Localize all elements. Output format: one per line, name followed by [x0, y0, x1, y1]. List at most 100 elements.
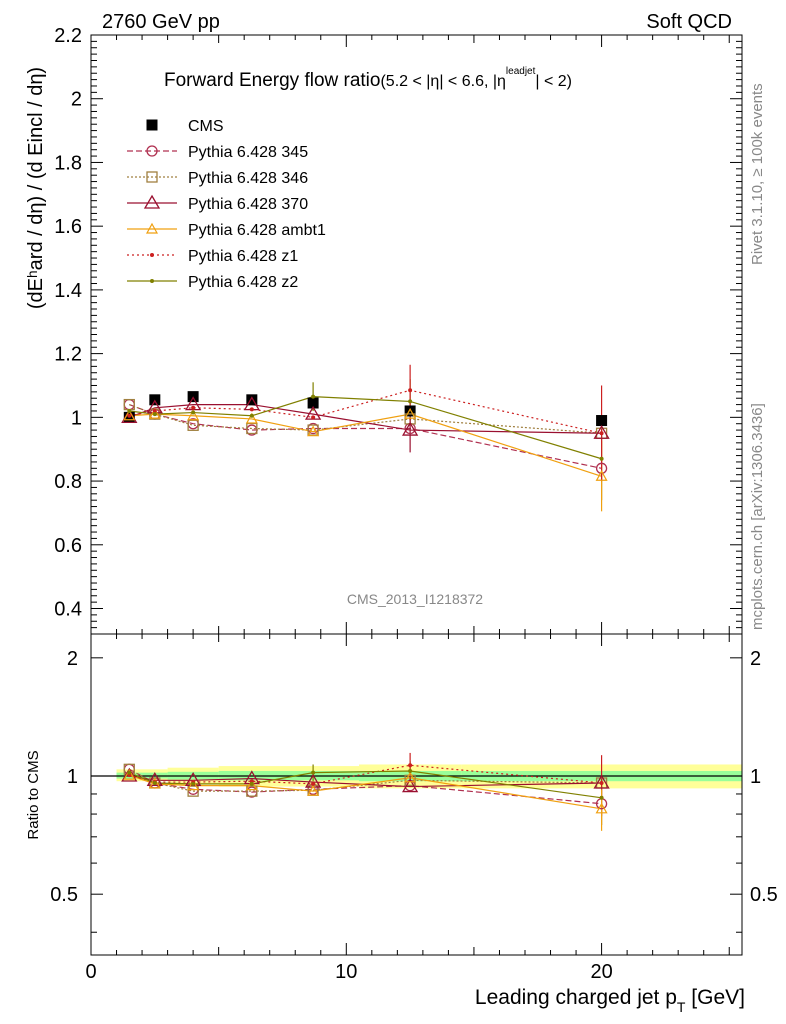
point-ambt1 [245, 412, 258, 424]
main-y-label: (dEʰard / dη) / (d Eincl / dη) [25, 67, 47, 309]
point-ambt1 [307, 425, 320, 437]
point-z2 [249, 413, 254, 418]
ratio-point-ambt1 [307, 784, 320, 796]
series-line-ambt1 [129, 413, 602, 477]
point-z2 [191, 410, 196, 415]
legend-label-z1: Pythia 6.428 z1 [188, 248, 298, 265]
mcplots-label: mcplots.cern.ch [arXiv:1306.3436] [749, 403, 766, 630]
y-tick-label: 1 [71, 407, 82, 429]
x-tick-label: 0 [85, 961, 96, 983]
ratio-point-ambt1 [148, 777, 161, 789]
ratio-point-z2 [152, 780, 157, 785]
y-tick-label: 1.6 [54, 216, 82, 238]
header-left: 2760 GeV pp [102, 11, 220, 33]
legend-label-p370: Pythia 6.428 370 [188, 196, 308, 213]
ratio-point-z2 [408, 768, 413, 773]
ratio-y-tick-label-right: 2 [750, 648, 761, 670]
ratio-point-p370 [593, 774, 610, 789]
point-p370 [593, 424, 610, 439]
ratio-point-ambt1 [245, 779, 258, 791]
ratio-point-p346 [404, 774, 416, 786]
ratio-point-ambt1 [595, 802, 608, 814]
ratio-y-tick-label-right: 1 [750, 766, 761, 788]
ratio-point-p370 [121, 767, 138, 782]
point-cms [404, 405, 416, 417]
y-tick-label: 1.8 [54, 152, 82, 174]
point-ambt1 [595, 470, 608, 481]
series-line-p345 [129, 404, 602, 469]
ratio-point-z2 [249, 781, 254, 786]
point-ambt1 [404, 407, 417, 419]
point-cms [596, 415, 608, 427]
y-tick-label: 0.4 [54, 599, 82, 621]
legend-marker-cms [146, 119, 158, 131]
ratio-y-tick-label: 1 [67, 766, 78, 788]
ratio-panel: 0 10 20 0.5 0.5 1 1 2 2 [50, 633, 778, 983]
legend-marker-p370 [143, 194, 161, 209]
main-panel: 0.4 0.6 0.8 1 1.2 1.4 1.6 1.8 2 2.2 [54, 25, 743, 955]
legend-marker-z1 [150, 253, 154, 257]
ratio-point-z1 [408, 763, 413, 768]
x-axis-label: Leading charged jet pT [GeV] [475, 986, 745, 1015]
chart-title: Forward Energy flow ratio(5.2 < |η| < 6.… [164, 66, 572, 91]
ratio-point-ambt1 [187, 779, 200, 791]
point-ambt1 [123, 409, 136, 421]
point-z1 [408, 388, 413, 393]
ratio-point-z2 [127, 770, 132, 775]
point-z1 [311, 415, 316, 420]
legend-label-cms: CMS [188, 118, 224, 135]
legend-label-z2: Pythia 6.428 z2 [188, 274, 298, 291]
point-z1 [191, 405, 196, 410]
y-tick-label: 2 [71, 89, 82, 111]
legend-label-ambt1: Pythia 6.428 ambt1 [188, 222, 326, 239]
x-tick-label: 20 [590, 961, 612, 983]
legend-marker-p346 [146, 171, 158, 183]
legend-label-p346: Pythia 6.428 346 [188, 170, 308, 187]
ratio-point-ambt1 [123, 768, 136, 780]
y-tick-label: 0.6 [54, 535, 82, 557]
y-tick-label: 1.2 [54, 344, 82, 366]
analysis-watermark: CMS_2013_I1218372 [347, 591, 483, 607]
point-p370 [401, 421, 419, 436]
point-z1 [249, 407, 254, 412]
ratio-point-p370 [146, 772, 163, 786]
ratio-point-z1 [311, 781, 316, 786]
point-z1 [127, 413, 132, 418]
legend-marker-p345 [146, 145, 158, 157]
ratio-point-z1 [599, 780, 604, 785]
legend-marker-ambt1 [145, 222, 159, 234]
point-z2 [152, 412, 157, 417]
point-z2 [311, 394, 316, 399]
ratio-point-ambt1 [404, 771, 417, 783]
point-z1 [599, 431, 604, 436]
ratio-point-z2 [191, 781, 196, 786]
point-cms [246, 394, 258, 406]
ratio-y-tick-label: 0.5 [50, 884, 78, 906]
ratio-point-z2 [311, 770, 316, 775]
point-z2 [408, 399, 413, 404]
legend: CMS Pythia 6.428 345 Pythia 6.428 346 Pythi… [127, 118, 326, 291]
rivet-label: Rivet 3.1.10, ≥ 100k events [749, 83, 766, 265]
ratio-point-p346 [246, 785, 258, 797]
ratio-y-tick-label: 2 [67, 648, 78, 670]
series-line-z1 [129, 389, 602, 434]
y-tick-label: 1.4 [54, 280, 82, 302]
legend-marker-z2 [150, 279, 154, 283]
point-z1 [152, 408, 157, 413]
legend-label-p345: Pythia 6.428 345 [188, 144, 308, 161]
x-tick-label: 10 [335, 961, 357, 983]
point-z2 [127, 408, 132, 413]
ratio-point-p370 [401, 778, 419, 793]
ratio-point-p346 [187, 785, 199, 797]
y-tick-label: 2.2 [54, 25, 82, 47]
ratio-y-tick-label-right: 0.5 [750, 884, 778, 906]
point-cms [307, 397, 319, 409]
ratio-y-label: Ratio to CMS [25, 750, 42, 839]
y-tick-label: 0.8 [54, 471, 82, 493]
point-ambt1 [148, 407, 161, 419]
point-ambt1 [187, 409, 200, 421]
ratio-frame [90, 633, 743, 956]
point-p345 [595, 462, 608, 474]
point-z2 [599, 456, 604, 461]
